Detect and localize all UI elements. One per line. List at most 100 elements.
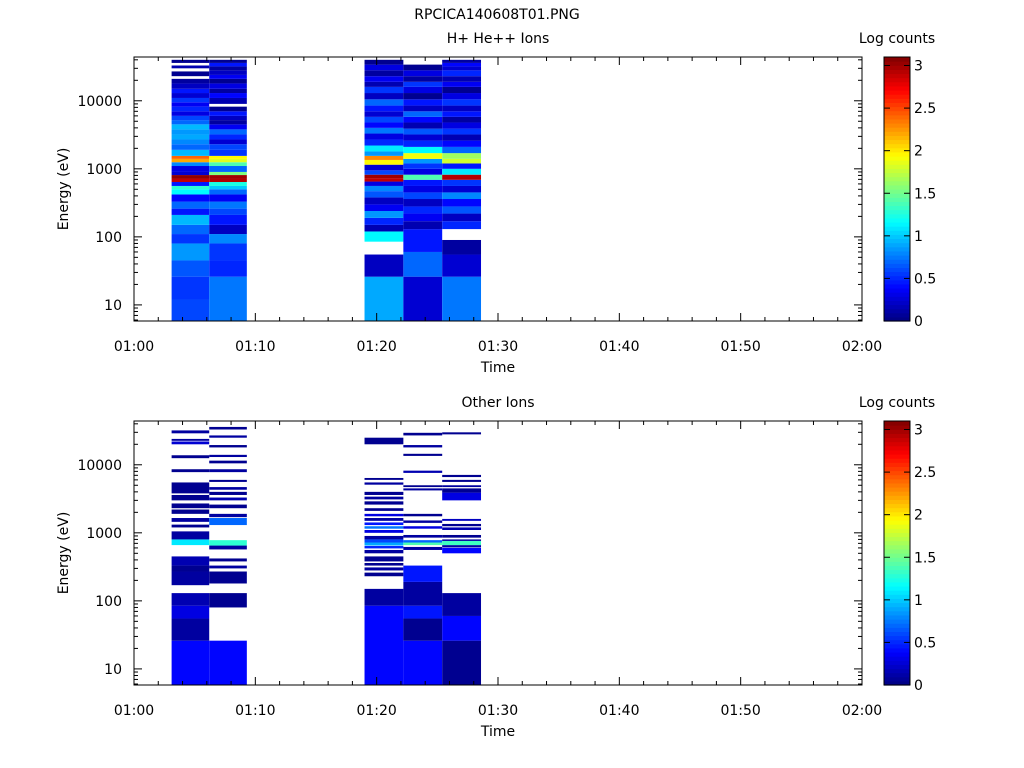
heatmap-cell	[209, 175, 247, 179]
heatmap-cell	[364, 518, 404, 521]
colorbar-step	[884, 478, 910, 484]
heatmap-cells	[171, 426, 482, 685]
heatmap-cell	[403, 76, 443, 82]
heatmap-cell	[364, 145, 404, 152]
heatmap-cell	[209, 83, 247, 89]
y-tick-label: 10000	[77, 94, 122, 110]
heatmap-cell	[403, 540, 443, 543]
colorbar-tick-label: 2	[914, 144, 923, 160]
colorbar-step	[884, 557, 910, 562]
heatmap-cell	[209, 194, 247, 202]
heatmap-cell	[171, 185, 210, 190]
heatmap-cell	[171, 469, 210, 473]
heatmap-cell	[209, 545, 247, 550]
colorbar-step	[884, 548, 910, 554]
colorbar-step	[884, 275, 910, 281]
heatmap-cell	[403, 140, 443, 147]
colorbar-step	[884, 292, 910, 297]
heatmap-cell	[171, 208, 210, 215]
heatmap-cell	[364, 437, 404, 445]
colorbar-step	[884, 77, 910, 83]
heatmap-cell	[403, 105, 443, 112]
heatmap-cell	[209, 479, 247, 482]
heatmap-cell	[442, 76, 482, 82]
colorbar-step	[884, 652, 910, 657]
heatmap-cell	[442, 540, 482, 546]
colorbar-step	[884, 288, 910, 293]
heatmap-cell	[442, 474, 482, 478]
heatmap-cell	[209, 88, 247, 94]
colorbar-step	[884, 197, 910, 202]
heatmap-cell	[364, 111, 404, 117]
heatmap-cell	[403, 111, 443, 117]
heatmap-cell	[442, 116, 482, 123]
colorbar-step	[884, 73, 910, 79]
x-tick-label: 01:10	[235, 703, 275, 719]
heatmap-cell	[403, 174, 443, 180]
colorbar-step	[884, 65, 910, 70]
heatmap-cell	[442, 179, 482, 186]
heatmap-cell	[171, 455, 210, 459]
heatmap-cell	[171, 65, 210, 69]
heatmap-cell	[171, 518, 210, 522]
colorbar-step	[884, 98, 910, 103]
heatmap-cell	[209, 276, 247, 321]
colorbar-title: Log counts	[859, 31, 935, 47]
heatmap-cell	[442, 99, 482, 106]
colorbar-step	[884, 263, 910, 268]
colorbar-step	[884, 610, 910, 616]
heatmap-cell	[442, 199, 482, 207]
heatmap-cell	[364, 530, 404, 533]
heatmap-cell	[171, 124, 210, 130]
heatmap-cell	[209, 571, 247, 584]
colorbar-step	[884, 110, 910, 116]
heatmap-cell	[171, 189, 210, 195]
heatmap-cell	[364, 572, 404, 577]
colorbar-step	[884, 213, 910, 219]
colorbar-step	[884, 449, 910, 455]
colorbar-step	[884, 647, 910, 653]
colorbar-step	[884, 565, 910, 571]
heatmap-cell	[442, 593, 482, 616]
heatmap-cell	[171, 144, 210, 150]
heatmap-cell	[442, 105, 482, 112]
y-tick-label: 10000	[77, 458, 122, 474]
heatmap-cell	[442, 213, 482, 222]
heatmap-cell	[364, 231, 404, 242]
heatmap-cell	[403, 513, 443, 517]
heatmap-cell	[364, 482, 404, 485]
colorbar-step	[884, 85, 910, 91]
colorbar-step	[884, 69, 910, 75]
heatmap-cell	[209, 640, 247, 685]
heatmap-cell	[442, 221, 482, 230]
heatmap-cell	[442, 479, 482, 482]
colorbar-step	[884, 156, 910, 161]
heatmap-cell	[403, 128, 443, 135]
heatmap-cell	[364, 133, 404, 140]
heatmap-cell	[209, 93, 247, 98]
heatmap-cell	[403, 122, 443, 129]
colorbar-step	[884, 540, 910, 546]
heatmap-cell	[364, 605, 404, 685]
heatmap-cell	[403, 542, 443, 546]
heatmap-cell	[171, 120, 210, 125]
heatmap-cell	[171, 565, 210, 572]
heatmap-cell	[171, 83, 210, 89]
heatmap-cell	[209, 139, 247, 145]
colorbar-step	[884, 660, 910, 665]
heatmap-cell	[209, 497, 247, 501]
heatmap-cell	[209, 504, 247, 509]
heatmap-cell	[442, 174, 482, 180]
heatmap-cell	[442, 111, 482, 117]
heatmap-cell	[442, 153, 482, 159]
heatmap-cell	[403, 546, 443, 550]
colorbar-step	[884, 668, 910, 674]
colorbar-step	[884, 217, 910, 223]
heatmap-cell	[171, 106, 210, 112]
heatmap-cell	[171, 102, 210, 107]
heatmap-cell	[364, 526, 404, 529]
heatmap-cell	[364, 159, 404, 165]
colorbar-step	[884, 172, 910, 178]
heatmap-cell	[403, 158, 443, 164]
heatmap-cell	[442, 70, 482, 77]
